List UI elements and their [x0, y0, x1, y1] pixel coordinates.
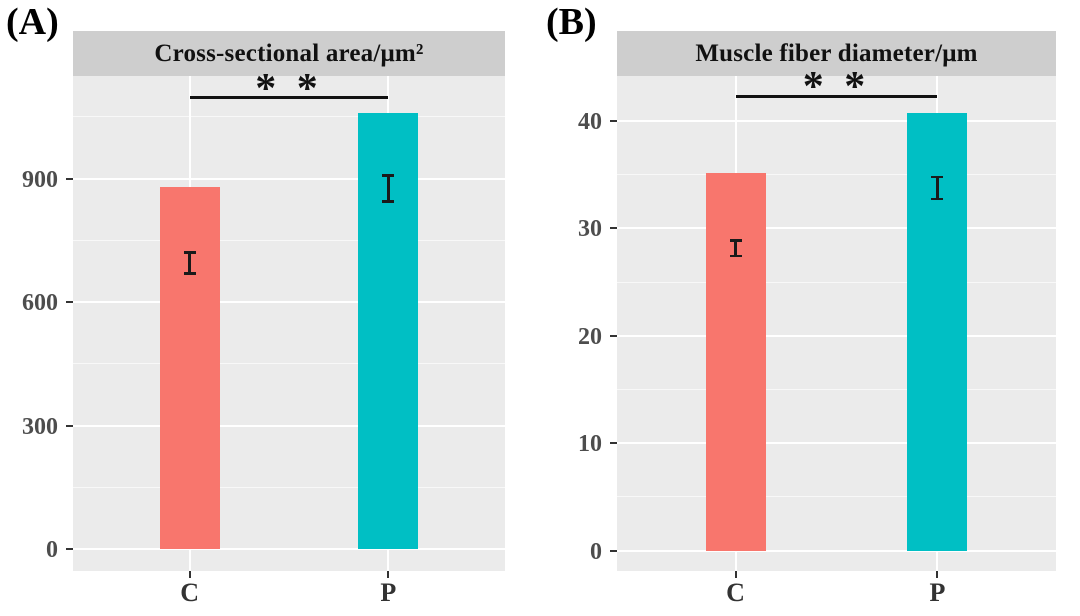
- y-axis-tick-label: 300: [22, 413, 58, 440]
- y-axis-tick: [610, 549, 617, 552]
- x-axis-category-label: C: [180, 578, 200, 607]
- x-axis-tick: [936, 571, 939, 578]
- gridline-minor: [617, 496, 1056, 498]
- gridline-major: [73, 301, 505, 304]
- error-bar-cap-top: [931, 175, 944, 179]
- gridline-minor: [73, 116, 505, 118]
- y-axis-tick: [66, 548, 73, 551]
- x-axis-tick: [387, 571, 390, 578]
- bar-c: [705, 172, 766, 551]
- y-axis-tick-label: 0: [46, 537, 58, 564]
- error-bar-cap-bottom: [931, 197, 944, 201]
- plot-area-a: [73, 76, 505, 571]
- gridline-major: [617, 442, 1056, 445]
- y-axis-tick: [66, 424, 73, 427]
- significance-stars: * *: [255, 65, 323, 112]
- gridline-major: [617, 549, 1056, 552]
- y-axis-tick: [610, 334, 617, 337]
- error-bar-cap-top: [729, 239, 742, 242]
- significance-line: [735, 94, 938, 98]
- gridline-major: [73, 548, 505, 551]
- panel-a-title: Cross-sectional area/μm²: [154, 39, 424, 67]
- gridline-minor: [617, 281, 1056, 283]
- y-axis-tick-label: 600: [22, 290, 58, 317]
- y-axis-tick-label: 0: [590, 538, 602, 565]
- error-bar-cap-bottom: [382, 200, 395, 203]
- gridline-minor: [73, 486, 505, 488]
- gridline-major: [617, 227, 1056, 230]
- panel-a-label: (A): [6, 1, 59, 43]
- x-axis-category-label: C: [726, 578, 745, 607]
- gridline-minor: [73, 239, 505, 241]
- bar-c: [159, 186, 220, 550]
- y-axis-tick-label: 40: [578, 109, 602, 136]
- y-axis-tick: [66, 301, 73, 304]
- gridline-major: [73, 177, 505, 180]
- y-axis-tick: [66, 177, 73, 180]
- y-axis-tick-label: 900: [22, 166, 58, 193]
- y-axis-tick: [610, 120, 617, 123]
- error-bar-vertical: [936, 176, 939, 200]
- y-axis-tick-label: 10: [578, 431, 602, 458]
- error-bar-cap-top: [183, 251, 196, 254]
- x-axis-tick: [734, 571, 737, 578]
- error-bar-vertical: [188, 252, 191, 274]
- gridline-major: [73, 424, 505, 427]
- panel-b-title: Muscle fiber diameter/μm: [695, 39, 978, 67]
- error-bar-cap-bottom: [729, 254, 742, 258]
- x-axis-category-label: P: [380, 578, 397, 607]
- y-axis-tick: [610, 227, 617, 230]
- gridline-major: [617, 334, 1056, 337]
- error-bar-vertical: [734, 240, 737, 257]
- gridline-major: [617, 120, 1056, 123]
- gridline-minor: [617, 388, 1056, 391]
- gridline-minor: [617, 174, 1056, 176]
- significance-stars: * *: [802, 64, 871, 111]
- significance-line: [189, 96, 389, 100]
- x-axis-tick: [188, 571, 191, 578]
- x-axis-category-label: P: [929, 578, 946, 607]
- y-axis-tick: [610, 442, 617, 445]
- panel-b-label: (B): [546, 1, 597, 43]
- y-axis-tick-label: 30: [578, 216, 602, 243]
- panel-b-facet-strip: Muscle fiber diameter/μm: [617, 31, 1056, 76]
- error-bar-cap-top: [382, 174, 395, 177]
- y-axis-tick-label: 20: [578, 323, 602, 350]
- error-bar-cap-bottom: [183, 272, 196, 275]
- panel-a-facet-strip: Cross-sectional area/μm²: [73, 31, 505, 76]
- gridline-minor: [73, 363, 505, 365]
- error-bar-vertical: [387, 175, 390, 202]
- plot-area-b: [617, 76, 1056, 571]
